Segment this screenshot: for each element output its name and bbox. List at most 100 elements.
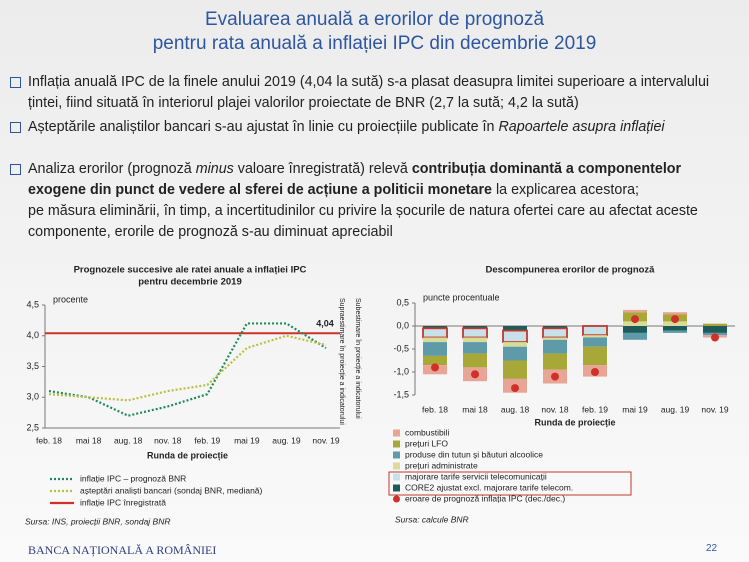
title-line: Evaluarea anuală a erorilor de prognoză [204, 9, 545, 30]
y-tick-label: -1,0 [393, 366, 409, 376]
bar-segment [543, 353, 567, 370]
title-line: pentru rata anuală a inflației IPC din d… [152, 33, 597, 54]
x-tick-label: feb. 19 [194, 435, 220, 445]
chart-title: pentru decembrie 2019 [138, 277, 242, 288]
x-tick-label: aug. 18 [114, 435, 143, 445]
y-tick-label: -1,5 [393, 389, 409, 399]
error-marker [471, 370, 479, 379]
chart-title: Descompunerea erorilor de prognoză [486, 265, 656, 276]
chart-title: Prognozele succesive ale ratei anuale a … [74, 265, 307, 276]
x-tick-label: feb. 19 [582, 404, 608, 414]
bar-segment [423, 355, 447, 366]
source: Sursa: INS, proiecții BNR, sondaj BNR [25, 516, 171, 526]
x-tick-label: aug. 19 [272, 435, 301, 445]
text: Rapoartele asupra inflației [498, 119, 665, 135]
y-tick-label: 0,0 [396, 320, 409, 330]
y-tick-label: 4,0 [26, 330, 39, 340]
legend-label: inflație IPC – prognoză BNR [80, 473, 186, 483]
text: minus [195, 161, 234, 177]
bar-segment [463, 337, 487, 343]
bar-segment [663, 312, 687, 315]
bar-segment [663, 330, 687, 333]
x-tick-label: aug. 19 [661, 404, 690, 414]
bar-segment [623, 309, 647, 313]
reference-label: 4,04 [316, 319, 334, 329]
annotation: Subestimare în proiecție a indicatorului [354, 298, 361, 419]
legend-swatch [393, 473, 400, 481]
error-marker [551, 372, 559, 381]
x-axis-label: Runda de proiecție [147, 450, 228, 460]
x-tick-label: mai 19 [234, 435, 260, 445]
bar-segment [502, 329, 528, 344]
x-tick-label: nov. 19 [701, 404, 729, 414]
x-tick-label: mai 19 [622, 404, 648, 414]
text: valoare înregistrată) relevă [233, 161, 412, 177]
bar-segment [423, 342, 447, 356]
source: Sursa: calcule BNR [395, 514, 469, 524]
y-tick-label: -0,5 [393, 343, 409, 353]
bar-segment [703, 326, 727, 333]
x-tick-label: feb. 18 [36, 435, 62, 445]
bar-segment [663, 326, 687, 331]
error-marker [631, 315, 639, 324]
legend-highlight [388, 471, 632, 496]
text: Inflația anuală IPC de la finele anului … [28, 74, 710, 111]
error-marker [431, 363, 439, 372]
bar-segment [543, 326, 567, 329]
bar-segment [503, 360, 527, 379]
error-marker [671, 315, 679, 324]
legend-label: eroare de prognoză inflația IPC (dec./de… [405, 493, 565, 503]
legend-label: prețuri LFO [405, 438, 448, 448]
bullet: Inflația anuală IPC de la finele anului … [8, 72, 743, 114]
annotation: Supraestimare în proiecție a indicatorul… [338, 298, 345, 425]
x-tick-label: nov. 18 [154, 435, 182, 445]
bar-segment [543, 337, 567, 340]
bar-segment [423, 337, 447, 343]
legend-swatch [393, 440, 400, 448]
text: contribuția dominantă a componentelor ex… [28, 161, 682, 198]
bar-segment [423, 326, 447, 329]
y-tick-label: 0,5 [396, 297, 409, 307]
x-tick-label: feb. 18 [422, 404, 448, 414]
bullet: Analiza erorilor (prognoză minus valoare… [8, 159, 743, 243]
text: Așteptările analiștilor bancari s-au aju… [28, 119, 499, 135]
bar-segment [463, 342, 487, 354]
bar-segment [422, 327, 448, 339]
x-tick-label: aug. 18 [501, 404, 530, 414]
legend-label: inflație IPC înregistrată [80, 497, 166, 507]
legend-label: produse din tutun și băuturi alcoolice [405, 449, 543, 459]
bar-segment [663, 321, 687, 326]
bar-segment [463, 353, 487, 368]
bar-segment [623, 332, 647, 340]
bar-segment [462, 327, 488, 339]
x-tick-label: mai 18 [462, 404, 488, 414]
bar-segment [583, 335, 607, 338]
bar-segment [543, 339, 567, 354]
text: pe măsura eliminării, în timp, a incerti… [28, 203, 698, 240]
x-tick-label: mai 18 [76, 435, 102, 445]
legend-label: prețuri administrate [405, 460, 478, 470]
bar-segment [542, 327, 568, 339]
text: Analiza erorilor (prognoză [28, 161, 196, 177]
error-marker [511, 384, 519, 393]
x-tick-label: nov. 18 [541, 404, 569, 414]
legend-swatch [393, 451, 400, 459]
legend-label: așteptări analiști bancari (sondaj BNR, … [80, 485, 263, 495]
bar-segment [583, 337, 607, 347]
error-marker [591, 368, 599, 376]
bar-segment [503, 346, 527, 361]
y-unit: puncte procentuale [423, 292, 500, 302]
error-marker [711, 333, 719, 342]
y-unit: procente [53, 294, 88, 304]
legend-swatch [393, 462, 400, 470]
footer: BANCA NAȚIONALĂ A ROMÂNIEI [28, 543, 217, 557]
bar-segment [503, 326, 527, 331]
bar-segment [463, 326, 487, 329]
y-tick-label: 3,0 [26, 392, 39, 402]
bar-segment [582, 325, 608, 337]
y-tick-label: 2,5 [26, 422, 39, 432]
series-line [48, 322, 327, 417]
x-tick-label: nov. 19 [312, 435, 340, 445]
